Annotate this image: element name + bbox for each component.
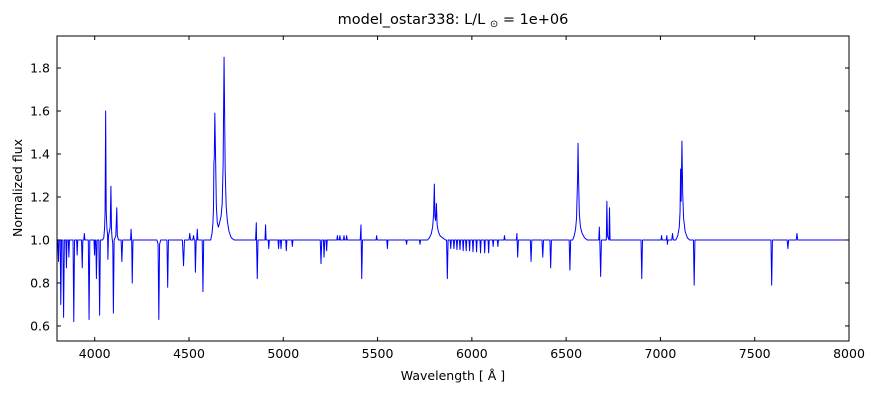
y-tick-label: 1.8 xyxy=(30,61,50,76)
x-tick-label: 7500 xyxy=(739,346,771,361)
x-tick-label: 4000 xyxy=(79,346,111,361)
sun-symbol-subscript: ⊙ xyxy=(490,19,498,30)
x-tick-label: 8000 xyxy=(833,346,865,361)
spectrum-line xyxy=(56,56,849,323)
x-tick-label: 5500 xyxy=(362,346,394,361)
chart-title: model_ostar338: L/L ⊙ = 1e+06 xyxy=(338,12,569,31)
chart-title-prefix: model_ostar338: L/L xyxy=(338,12,486,28)
axes-spines xyxy=(56,35,850,342)
x-tick-label: 4500 xyxy=(173,346,205,361)
y-tick-label: 1.4 xyxy=(30,147,50,162)
x-tick-label: 6000 xyxy=(456,346,488,361)
y-tick-label: 1.2 xyxy=(30,189,50,204)
y-tick-label: 1.6 xyxy=(30,104,50,119)
x-axis-label: Wavelength [ Å ] xyxy=(401,368,505,383)
x-tick-label: 7000 xyxy=(645,346,677,361)
y-tick-label: 0.8 xyxy=(30,275,50,290)
x-tick-label: 5000 xyxy=(267,346,299,361)
chart-title-suffix: = 1e+06 xyxy=(503,12,569,28)
x-tick-label: 6500 xyxy=(550,346,582,361)
y-axis-label: Normalized flux xyxy=(10,139,25,237)
y-tick-label: 1.0 xyxy=(30,232,50,247)
y-tick-label: 0.6 xyxy=(30,318,50,333)
